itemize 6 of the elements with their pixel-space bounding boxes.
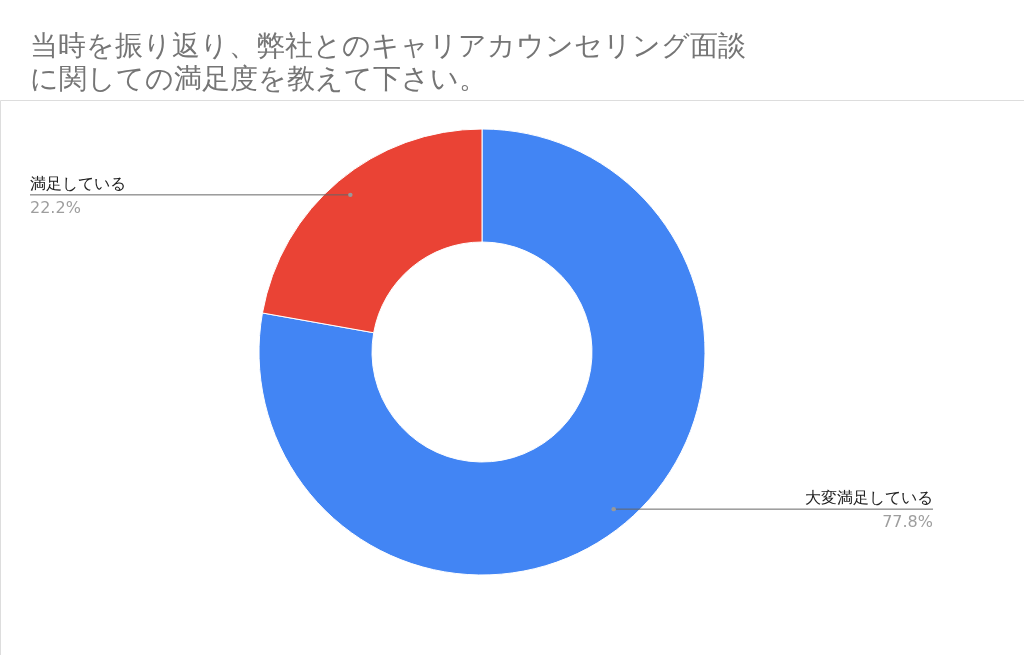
slice-label: 満足している — [30, 173, 126, 193]
data-label: 22.2% — [30, 197, 81, 217]
chart-title: 当時を振り返り、弊社とのキャリアカウンセリング面談に関しての満足度を教えて下さい。 — [30, 29, 746, 95]
data-label: 77.8% — [882, 512, 933, 532]
slice-label: 大変満足している — [805, 488, 933, 508]
donut-slice — [258, 128, 706, 576]
